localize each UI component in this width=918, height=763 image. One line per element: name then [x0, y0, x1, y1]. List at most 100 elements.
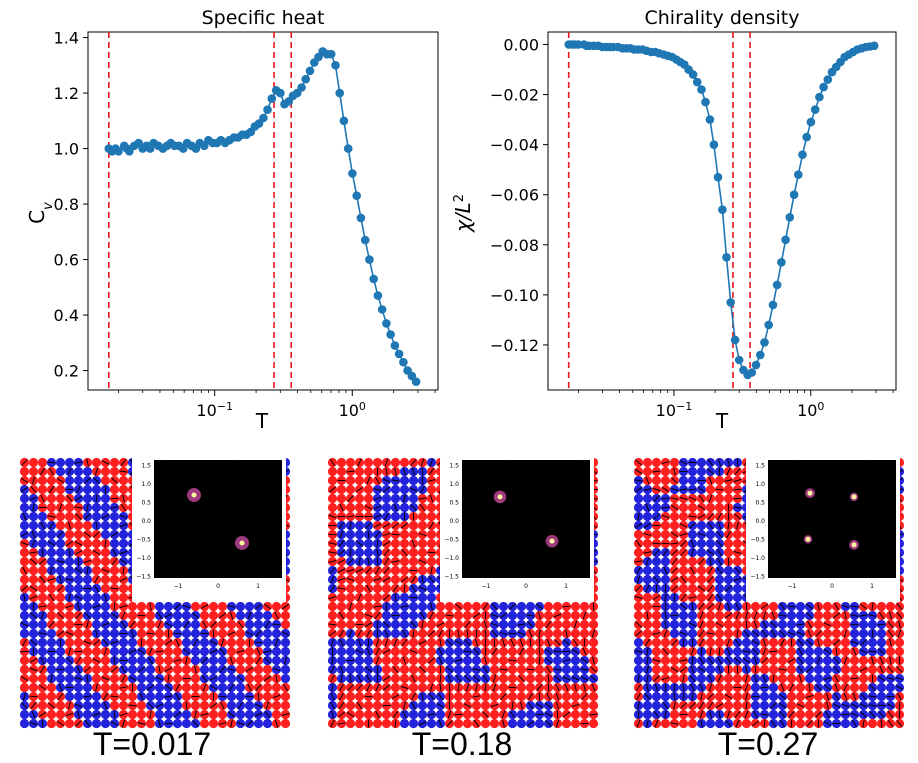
- x-tick-label: 100: [339, 400, 366, 421]
- data-point: [357, 214, 366, 223]
- data-point: [391, 341, 400, 350]
- peak: [498, 494, 503, 499]
- y-tick-label: 0.8: [54, 195, 79, 214]
- data-point: [870, 42, 879, 51]
- y-tick-label: −0.06: [490, 186, 539, 205]
- specific-heat-xlabel: T: [255, 409, 269, 433]
- data-point: [352, 191, 361, 200]
- inset-y-tick-label: −0.5: [136, 536, 151, 543]
- y-tick-label: −0.02: [490, 86, 539, 105]
- data-point: [790, 190, 799, 199]
- data-point: [689, 70, 698, 79]
- data-point: [756, 351, 765, 360]
- data-point: [731, 336, 740, 345]
- inset-y-tick-label: −1.5: [750, 573, 765, 580]
- inset-y-tick-label: −0.5: [444, 536, 459, 543]
- x-tick-label: 10−1: [196, 400, 233, 421]
- data-point: [706, 115, 715, 124]
- data-point: [340, 117, 349, 126]
- y-tick-label: 0.6: [54, 251, 79, 270]
- specific-heat-ylabel: Cv: [25, 202, 56, 224]
- inset-x-tick-label: −1: [482, 583, 491, 590]
- data-point: [374, 291, 383, 300]
- inset-y-tick-label: 0.5: [755, 500, 765, 507]
- inset-y-tick-label: 1.5: [141, 463, 151, 470]
- inset-y-tick-label: −1.5: [444, 573, 459, 580]
- inset-y-tick-label: −1.5: [136, 573, 151, 580]
- inset-x-tick-label: 0: [830, 583, 834, 590]
- chirality-density-ylabel: χ/L2: [451, 194, 475, 233]
- data-point: [798, 150, 807, 159]
- y-tick-label: 0.4: [54, 306, 79, 325]
- chirality-density-chart: Chirality density 0.00−0.02−0.04−0.06−0.…: [451, 7, 896, 433]
- data-point: [399, 358, 408, 367]
- data-point: [369, 275, 378, 284]
- data-point: [301, 75, 310, 84]
- specific-heat-plot-frame: [88, 32, 438, 390]
- y-tick-label: 1.2: [54, 84, 79, 103]
- data-point: [815, 93, 824, 102]
- data-point: [760, 338, 769, 347]
- specific-heat-title: Specific heat: [202, 7, 325, 29]
- inset-y-tick-label: 1.5: [755, 463, 765, 470]
- peak: [808, 491, 813, 496]
- series-line: [109, 51, 416, 381]
- peak: [852, 542, 857, 547]
- inset-x-tick-label: −1: [788, 583, 797, 590]
- inset-y-tick-label: 1.5: [449, 463, 459, 470]
- data-point: [395, 350, 404, 359]
- data-point: [722, 253, 731, 262]
- inset-y-tick-label: 1.0: [141, 481, 151, 488]
- inset-y-tick-label: 1.0: [755, 481, 765, 488]
- y-tick-label: −0.10: [490, 286, 539, 305]
- y-tick-label: 0.2: [54, 362, 79, 381]
- peak: [806, 537, 811, 542]
- data-point: [811, 105, 820, 114]
- data-point: [777, 258, 786, 267]
- data-point: [259, 114, 268, 123]
- chirality-density-xlabel: T: [715, 409, 729, 433]
- y-tick-label: 1.0: [54, 140, 79, 159]
- data-point: [819, 83, 828, 92]
- x-tick-label: 100: [797, 400, 824, 421]
- data-point: [764, 321, 773, 330]
- inset-y-tick-label: 0.0: [449, 518, 459, 525]
- peak: [192, 493, 197, 498]
- peak: [240, 540, 245, 545]
- inset-y-tick-label: 0.0: [141, 518, 151, 525]
- inset-x-tick-label: 1: [256, 583, 260, 590]
- inset-y-tick-label: 0.5: [449, 500, 459, 507]
- snapshot-caption-2: T=0.18: [322, 726, 602, 763]
- peak: [852, 494, 857, 499]
- data-point: [781, 236, 790, 245]
- data-point: [773, 281, 782, 290]
- data-point: [365, 255, 374, 264]
- data-point: [714, 173, 723, 182]
- data-point: [752, 361, 761, 370]
- data-point: [306, 67, 315, 76]
- inset-y-tick-label: 1.0: [449, 481, 459, 488]
- data-point: [735, 356, 744, 365]
- data-point: [344, 144, 353, 153]
- data-point: [412, 377, 421, 386]
- inset-y-tick-label: 0.0: [755, 518, 765, 525]
- chirality-density-title: Chirality density: [645, 7, 800, 29]
- data-point: [794, 170, 803, 179]
- y-tick-label: −0.04: [490, 136, 539, 155]
- inset-y-tick-label: −1.0: [444, 555, 459, 562]
- data-point: [748, 368, 757, 377]
- x-tick-label: 10−1: [656, 400, 693, 421]
- inset-y-tick-label: −1.0: [136, 555, 151, 562]
- data-point: [718, 205, 727, 214]
- data-point: [335, 89, 344, 98]
- inset-y-tick-label: −0.5: [750, 536, 765, 543]
- inset-x-tick-label: 1: [870, 583, 874, 590]
- inset-x-tick-label: 0: [524, 583, 528, 590]
